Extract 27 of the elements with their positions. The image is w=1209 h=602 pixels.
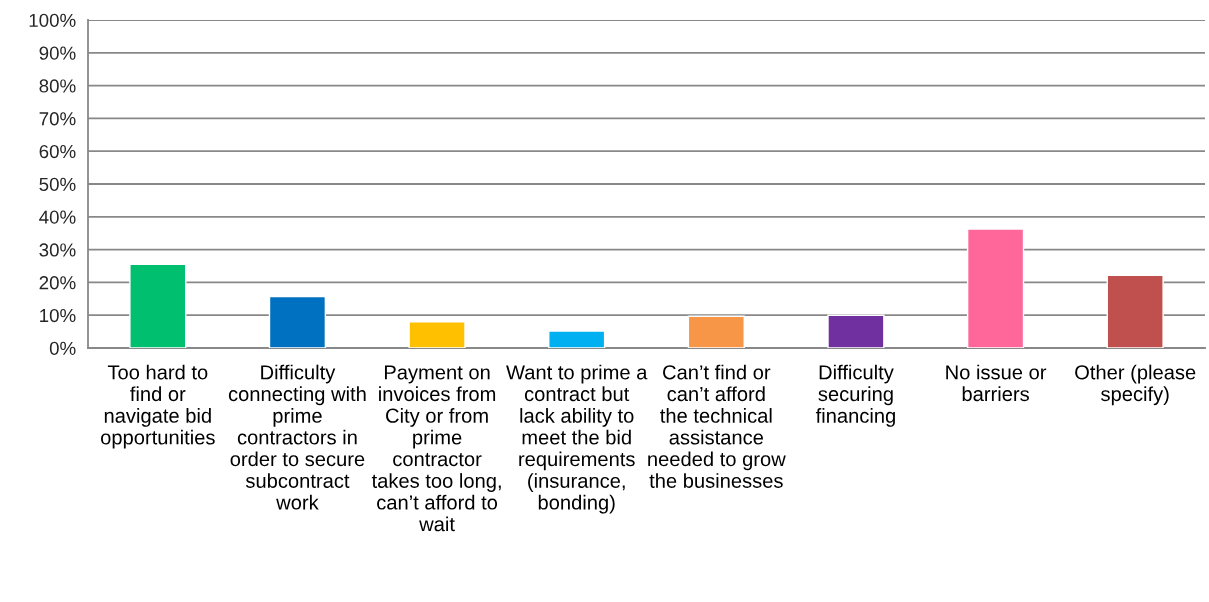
x-tick-label: No issue or barriers [946, 364, 1047, 402]
y-tick-label: 70% [39, 112, 76, 126]
bar [827, 314, 885, 348]
x-tick-label: Too hard to find or navigate bid opportunities [101, 364, 215, 449]
x-tick-label: Can’t find or can’t afford the technical assistance needed to grow the businesses [648, 364, 786, 488]
bar [1106, 274, 1164, 348]
bar [966, 228, 1025, 348]
y-tick-label: 60% [39, 144, 76, 159]
bar [687, 315, 745, 348]
bar [268, 295, 327, 348]
bar [129, 263, 187, 348]
y-tick-label: 40% [39, 210, 76, 224]
y-tick-label: 30% [39, 243, 76, 257]
y-tick-label: 90% [39, 46, 76, 60]
bar [548, 330, 606, 348]
x-tick-label: Other (please specify) [1075, 364, 1196, 406]
y-tick-label: 80% [39, 79, 76, 93]
y-tick-label: 100% [29, 13, 76, 27]
y-tick-label: 20% [39, 276, 76, 290]
y-tick-label: 10% [40, 308, 76, 323]
y-tick-label: 0% [49, 341, 76, 355]
y-tick-label: 50% [39, 177, 76, 191]
x-tick-label: Payment on invoices from City or from prime contractor takes too long, can’t afford to wait [371, 365, 501, 532]
x-tick-label: Difficulty connecting with prime contractors in order to secure subcontract work [228, 364, 366, 510]
bar [408, 321, 466, 348]
x-tick-label: Want to prime a contract but lack ability to meet the bid requirements (insurance, bonding) [506, 364, 648, 514]
x-tick-label: Difficulty securing financing [815, 364, 895, 427]
